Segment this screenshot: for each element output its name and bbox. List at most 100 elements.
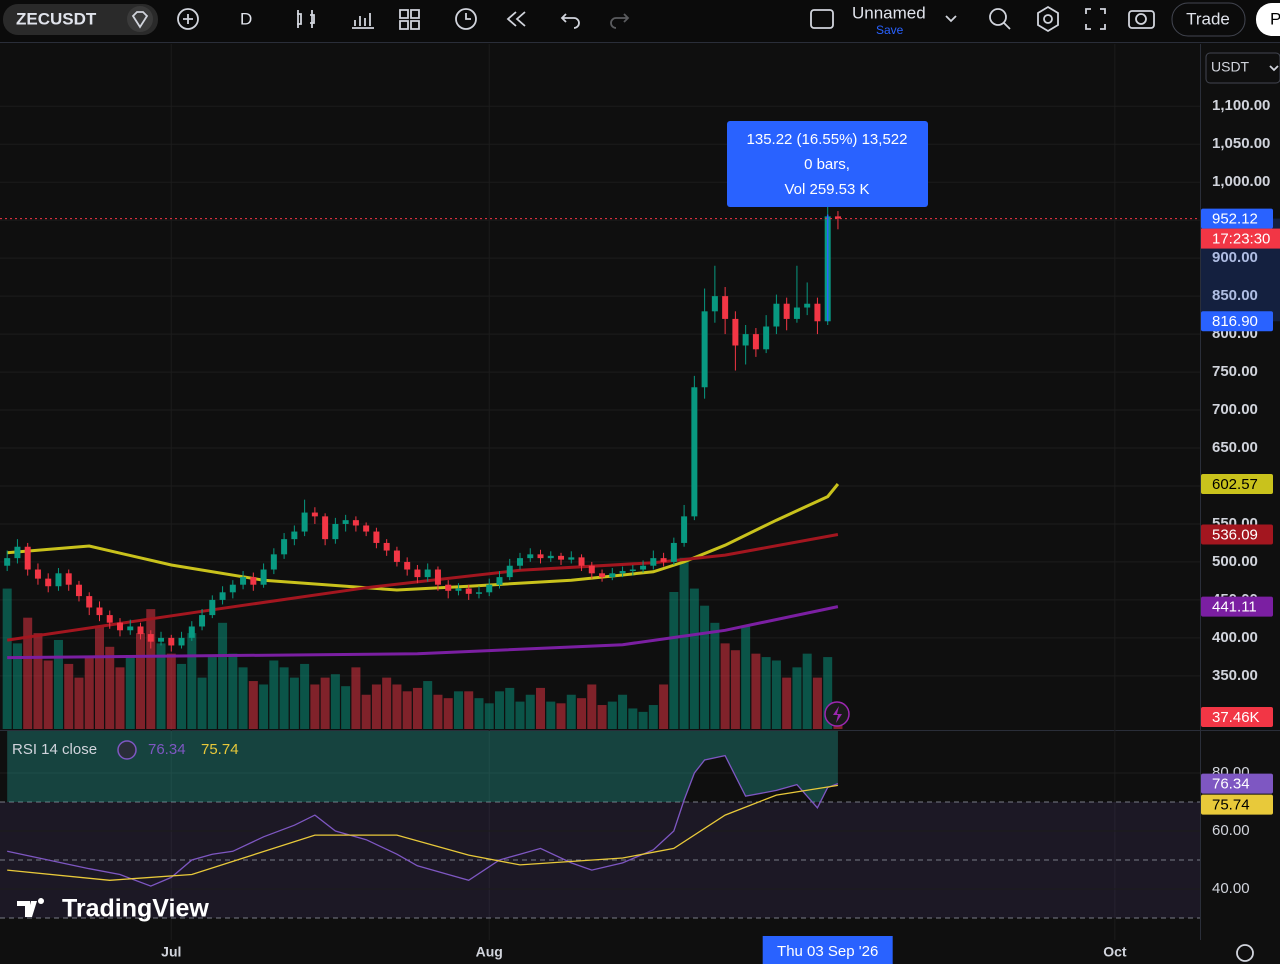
volume-bar — [228, 653, 238, 729]
lightning-icon — [833, 706, 842, 723]
candle-body — [291, 531, 298, 540]
currency[interactable]: USDT — [1211, 59, 1250, 75]
candle-body — [363, 525, 370, 532]
currency-select[interactable] — [1205, 52, 1280, 84]
y-tick-label: 1,050.00 — [1212, 135, 1270, 152]
candle-body — [814, 303, 821, 322]
volume-bar — [289, 677, 299, 729]
volume-bar — [669, 592, 679, 729]
candle-body — [445, 584, 452, 591]
candle-body — [517, 558, 523, 566]
candle-body — [752, 334, 759, 350]
volume-bar — [720, 643, 730, 729]
candle-body — [722, 296, 729, 319]
volume-bar — [33, 633, 43, 729]
candle-body — [660, 558, 667, 562]
alert[interactable] — [455, 8, 477, 30]
lens — [1135, 13, 1147, 25]
volume-bar — [751, 653, 761, 729]
interval[interactable]: D — [240, 9, 252, 28]
layout-menu[interactable] — [945, 15, 957, 23]
candle-body — [311, 512, 318, 517]
price-marker-bg — [1201, 311, 1273, 332]
volume-bar — [730, 650, 740, 729]
snapshot[interactable] — [1128, 10, 1155, 29]
volume-bar — [546, 701, 556, 729]
diamond-icon — [131, 11, 149, 29]
candle-body — [250, 577, 257, 585]
volume-bar — [802, 653, 812, 729]
volume-bar — [115, 667, 125, 729]
layouts[interactable] — [399, 9, 420, 30]
candle-body — [619, 571, 626, 574]
volume-bar — [474, 698, 484, 729]
y-tick-label: 350.00 — [1212, 667, 1258, 684]
volume-bar — [823, 657, 833, 729]
candle-body — [681, 516, 688, 543]
volume-bar — [659, 684, 669, 729]
rsi-ma-label-bg — [1201, 794, 1273, 815]
candle-body — [834, 216, 841, 219]
symbol[interactable]: ZECUSDT — [16, 9, 97, 28]
save-label[interactable]: Save — [876, 23, 904, 37]
fullscreen[interactable] — [1085, 8, 1106, 30]
symbol-pill[interactable] — [3, 4, 158, 35]
redo[interactable] — [610, 13, 630, 29]
y-tick-label: 700.00 — [1212, 401, 1258, 418]
candle-body — [475, 592, 482, 594]
candle-body — [147, 634, 154, 642]
y-tick-label: 1,000.00 — [1212, 173, 1270, 190]
add-symbol[interactable] — [177, 8, 199, 30]
axis-settings[interactable] — [1236, 944, 1254, 962]
undo[interactable] — [560, 13, 580, 29]
candle-body — [711, 296, 718, 312]
chart-type[interactable] — [297, 10, 315, 28]
volume-bar — [392, 684, 402, 729]
search-handle — [1003, 22, 1011, 30]
candle-body — [209, 599, 216, 616]
symbol-icon[interactable] — [127, 6, 153, 32]
candle-body — [342, 520, 349, 524]
trade-label[interactable]: Trade — [1186, 9, 1230, 28]
profile-button[interactable] — [1256, 3, 1280, 36]
indicators[interactable] — [352, 13, 374, 29]
volume-bar — [310, 684, 320, 729]
volume-bar — [484, 703, 494, 729]
volume-bar — [136, 633, 146, 729]
volume-bar — [812, 677, 822, 729]
y-tick-label: 850.00 — [1212, 287, 1258, 304]
measure-text: 0 bars, — [804, 156, 850, 173]
candle-body — [691, 387, 698, 517]
profile-label[interactable]: P — [1270, 9, 1280, 28]
volume-bar — [782, 677, 792, 729]
candle-body — [547, 555, 554, 559]
replay[interactable] — [506, 11, 526, 27]
countdown-bg — [1201, 228, 1280, 249]
volume-bar — [248, 681, 258, 729]
candle-body — [178, 637, 185, 646]
y-tick-label: 1,100.00 — [1212, 97, 1270, 114]
rsi-source-icon[interactable] — [117, 740, 137, 760]
volume-bar — [638, 711, 648, 729]
volume-bar — [84, 657, 94, 729]
volume-bar — [279, 667, 289, 729]
candle-body — [783, 303, 790, 319]
candle-body — [127, 626, 134, 631]
x-tick-label: Jul — [161, 944, 181, 960]
settings[interactable] — [1037, 5, 1059, 33]
layout-name[interactable]: Unnamed — [852, 3, 926, 22]
trade-button[interactable] — [1171, 2, 1246, 37]
volume-bar — [371, 684, 381, 729]
y-tick-label: 900.00 — [1212, 249, 1258, 266]
toolbar-bg — [0, 0, 1280, 42]
last-price-label: 952.12 — [1212, 211, 1258, 228]
candle-body — [332, 523, 339, 540]
quick-search[interactable] — [989, 8, 1007, 26]
candle-body — [742, 334, 749, 346]
candle-body — [732, 318, 739, 346]
layout-icon[interactable] — [810, 9, 834, 29]
volume-bar — [238, 667, 248, 729]
volume-bar — [12, 643, 22, 729]
candle-body — [773, 303, 780, 327]
volume-bar — [792, 667, 802, 729]
